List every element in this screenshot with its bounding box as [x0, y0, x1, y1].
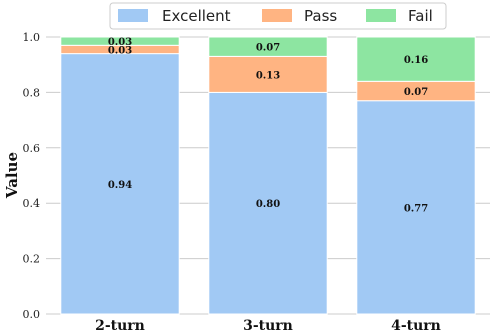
y-tick-label: 0.6 — [23, 142, 41, 155]
bar-segment-fail — [60, 36, 180, 46]
bar-segment-pass — [208, 55, 328, 93]
bar-segment-excellent — [356, 100, 476, 315]
legend-label-excellent: Excellent — [162, 7, 231, 25]
x-tick-label: 4-turn — [391, 318, 441, 332]
bar-segment-fail — [356, 36, 476, 82]
bar-segment-excellent — [208, 91, 328, 315]
data-label: 0.03 — [108, 37, 132, 48]
y-axis-ticks: 0.0 0.2 0.4 0.6 0.8 1.0 — [23, 31, 41, 321]
data-label: 0.07 — [256, 43, 280, 54]
x-tick-label: 2-turn — [95, 318, 145, 332]
legend-swatch-excellent — [118, 9, 148, 22]
legend-swatch-pass — [262, 9, 292, 22]
data-label: 0.94 — [108, 180, 132, 191]
data-label: 0.03 — [108, 45, 132, 56]
bar-segment-excellent — [60, 53, 180, 315]
data-label: 0.80 — [256, 199, 280, 210]
y-tick-label: 0.4 — [23, 197, 41, 210]
x-tick-label: 3-turn — [243, 318, 293, 332]
legend-label-pass: Pass — [304, 7, 337, 25]
y-tick-label: 0.2 — [23, 253, 41, 266]
legend: Excellent Pass Fail — [109, 2, 447, 30]
bar-segment-fail — [208, 36, 328, 57]
data-label: 0.07 — [404, 87, 428, 98]
y-tick-label: 1.0 — [23, 31, 41, 44]
legend-label-fail: Fail — [408, 7, 433, 25]
bars — [60, 36, 476, 315]
y-axis-title: Value — [3, 152, 21, 199]
y-tick-label: 0.8 — [23, 86, 41, 99]
data-labels: 0.94 0.030.03 0.80 0.13 0.07 0.77 0.07 0.16 — [108, 37, 428, 214]
data-label: 0.13 — [256, 70, 280, 81]
legend-swatch-fail — [366, 9, 396, 22]
data-label: 0.16 — [404, 55, 428, 66]
data-label: 0.77 — [404, 203, 428, 214]
x-axis-ticks: 2-turn 3-turn 4-turn — [95, 318, 441, 332]
y-tick-label: 0.0 — [23, 308, 41, 321]
